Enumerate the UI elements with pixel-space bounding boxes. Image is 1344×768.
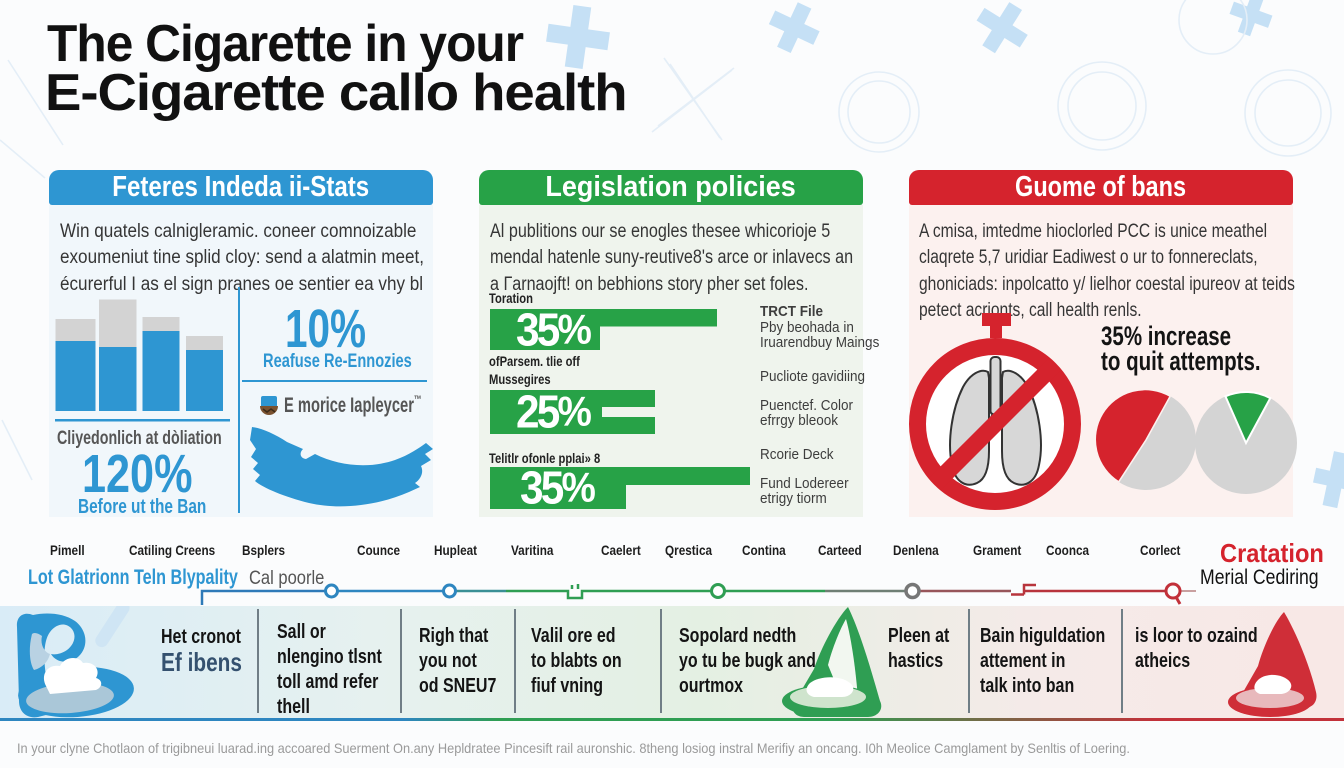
svg-text:25%: 25% — [516, 390, 591, 434]
svg-text:35%: 35% — [520, 467, 595, 509]
svg-text:35%: 35% — [516, 309, 591, 350]
